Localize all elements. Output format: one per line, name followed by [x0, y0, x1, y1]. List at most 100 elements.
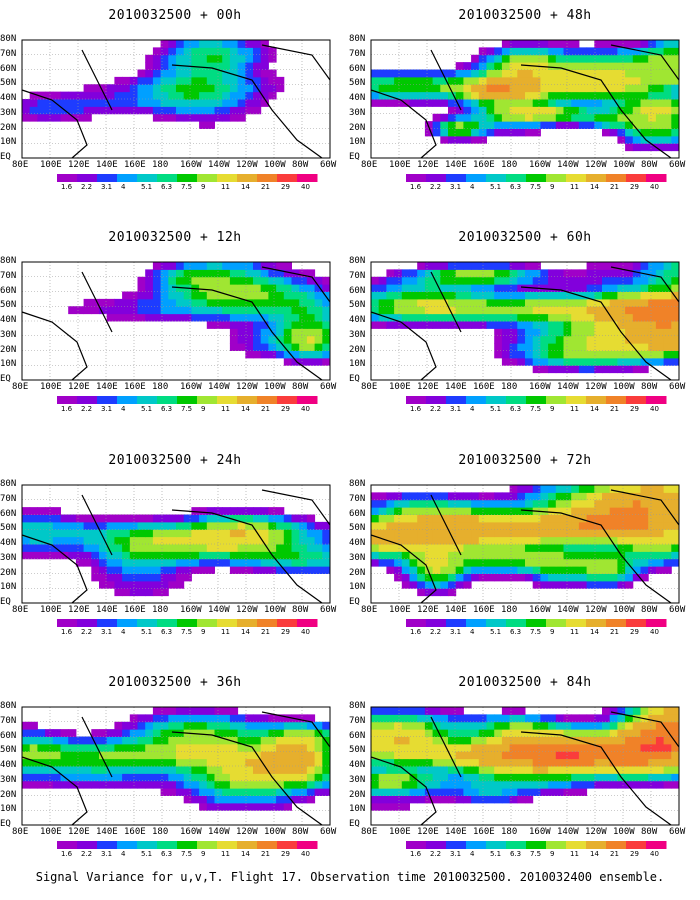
heat-cell [609, 507, 618, 515]
heat-cell [229, 269, 239, 278]
heat-cell [29, 536, 38, 545]
heat-cell [432, 573, 441, 582]
colorbar-swatch [117, 396, 138, 404]
heat-cell [563, 76, 572, 85]
heat-cell [424, 321, 434, 329]
heat-cell [306, 306, 316, 315]
heat-cell [594, 335, 603, 344]
heat-cell [471, 113, 480, 122]
heat-cell [625, 758, 634, 767]
heat-cell [268, 521, 277, 530]
heat-cell [517, 566, 526, 574]
heat-cell [501, 343, 511, 351]
heat-cell [45, 780, 54, 789]
heat-cell [222, 40, 231, 48]
heat-cell [548, 751, 557, 760]
heat-cell [253, 69, 262, 78]
heat-cell [663, 499, 672, 508]
heat-cell [214, 802, 223, 811]
heat-cell [424, 298, 434, 307]
colorbar-swatch [77, 396, 98, 404]
heat-cell [229, 514, 239, 523]
heat-cell [386, 276, 395, 285]
heat-cell [494, 276, 503, 285]
heat-cell [563, 499, 572, 508]
heat-cell [440, 298, 449, 307]
heat-cell [671, 321, 680, 329]
heat-cell [625, 343, 634, 351]
heat-cell [663, 69, 672, 78]
heat-cell [617, 69, 626, 78]
heat-cell [486, 321, 495, 329]
heat-cell [648, 729, 657, 737]
heat-cell [306, 566, 316, 574]
heat-cell [229, 751, 239, 760]
heat-cell [648, 91, 657, 100]
heat-cell [245, 62, 254, 70]
heat-cell [229, 773, 239, 782]
heat-cell [632, 521, 641, 530]
heat-cell [237, 802, 246, 811]
heat-cell [291, 306, 300, 315]
y-tick-label: 30N [0, 552, 17, 563]
heat-cell [486, 721, 495, 730]
heat-cell [283, 721, 292, 730]
heat-cell [291, 536, 300, 545]
colorbar-swatch [566, 174, 587, 182]
heat-cell [160, 99, 169, 107]
heat-cell [563, 54, 572, 63]
heat-cell [455, 62, 464, 70]
heat-cell [563, 714, 572, 723]
heat-cell [199, 47, 208, 56]
y-tick-label: 30N [349, 552, 366, 563]
heat-cell [463, 269, 472, 278]
heat-cell [494, 499, 503, 508]
heat-cell [663, 313, 672, 322]
heat-cell [655, 773, 665, 782]
heat-cell [99, 84, 108, 93]
heat-cell [555, 76, 564, 85]
heat-cell [145, 773, 154, 782]
heat-cell [114, 780, 123, 789]
heat-cell [401, 729, 410, 737]
heat-cell [122, 580, 131, 589]
heat-cell [555, 47, 564, 56]
heat-cell [448, 536, 457, 545]
heat-cell [648, 99, 657, 107]
colorbar-label: 29 [281, 628, 290, 636]
heat-cell [386, 313, 395, 322]
heat-cell [594, 729, 603, 737]
heat-cell [214, 76, 223, 85]
heat-cell [386, 91, 395, 100]
heat-cell [214, 729, 223, 737]
heat-cell [122, 766, 131, 774]
heat-cell [648, 357, 657, 366]
y-tick-label: 70N [0, 270, 17, 281]
heat-cell [268, 721, 277, 730]
heat-cell [440, 558, 449, 567]
x-tick-label: 120W [236, 827, 258, 837]
heat-cell [432, 507, 441, 515]
colorbar-swatch [197, 619, 218, 627]
heat-cell [532, 47, 541, 56]
heat-cell [160, 721, 169, 730]
colorbar-swatch [526, 619, 547, 627]
heat-cell [378, 313, 387, 322]
heat-cell [424, 780, 434, 789]
heat-cell [571, 54, 580, 63]
heat-cell [268, 714, 277, 723]
heat-cell [160, 291, 169, 300]
heat-cell [517, 751, 526, 760]
heat-cell [168, 758, 177, 767]
heat-cell [314, 328, 323, 337]
heat-cell [176, 780, 185, 789]
heat-cell [548, 736, 557, 745]
heat-cell [152, 758, 162, 767]
heat-cell [632, 128, 641, 137]
heat-cell [655, 135, 665, 144]
heat-cell [245, 335, 254, 344]
heat-cell [432, 721, 441, 730]
heat-cell [60, 529, 69, 538]
heat-cell [371, 529, 380, 538]
heat-cell [283, 544, 292, 552]
